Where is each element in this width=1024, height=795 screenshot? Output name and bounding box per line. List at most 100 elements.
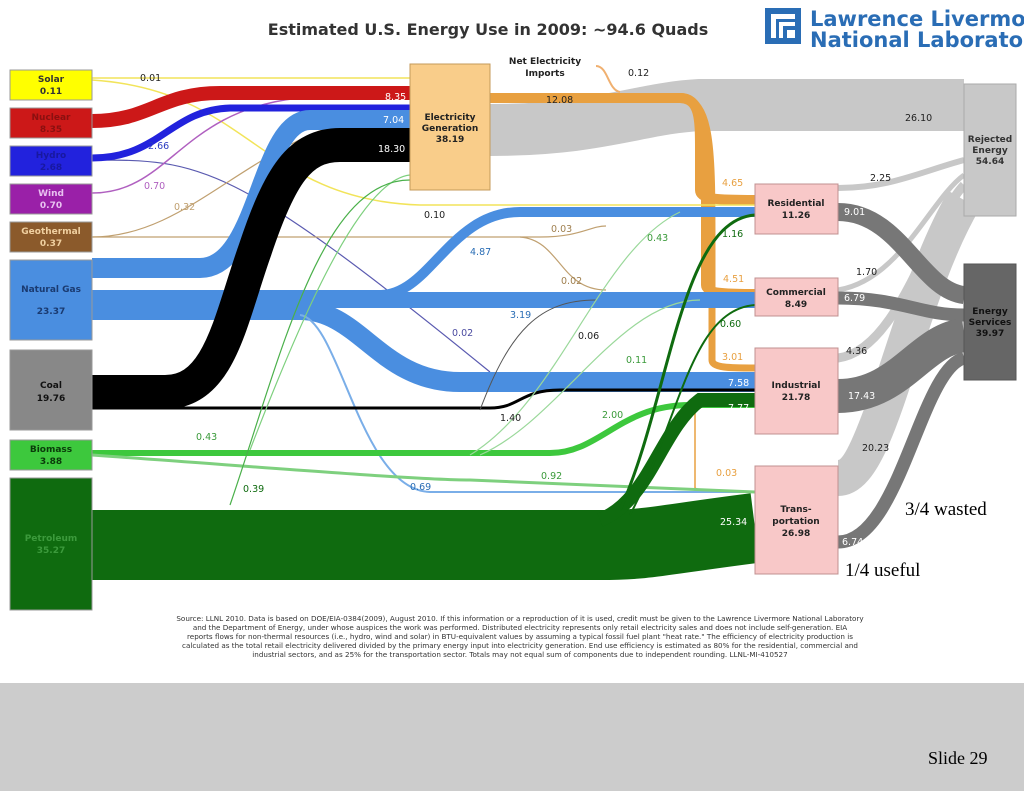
flow-label-geo: 0.32: [174, 202, 195, 213]
flow-label-wind: 0.70: [144, 181, 165, 192]
rejected-label-1: Rejected: [968, 135, 1012, 145]
wind-value: 0.70: [40, 201, 62, 211]
biomass-value: 3.88: [40, 457, 62, 467]
biomass-flows: [91, 174, 756, 494]
flow-label-pet-ind: 7.77: [728, 403, 749, 414]
thin-flows: [91, 77, 755, 373]
transportation-label-1: Trans-: [780, 505, 811, 515]
biomass-label: Biomass: [30, 445, 72, 455]
flow-label-ind-srv: 17.43: [848, 391, 875, 402]
solar-label: Solar: [38, 75, 65, 85]
flow-label-gas-res: 4.87: [470, 247, 491, 258]
llnl-logo: Lawrence Livermore National Laboratory: [765, 7, 1024, 52]
coal-box: [9, 349, 93, 431]
residential-box: [754, 183, 839, 235]
flow-label-coal-elec: 18.30: [378, 144, 405, 155]
commercial-box: [754, 277, 839, 317]
flow-label-geo-com: 0.02: [561, 276, 582, 287]
flow-label-elec-tr: 0.03: [716, 468, 737, 479]
petroleum-flows: [92, 179, 760, 580]
flow-label-coal-ind: 1.40: [500, 413, 521, 424]
flow-label-tr-rej: 20.23: [862, 443, 889, 454]
flow-label-coal-com: 0.06: [578, 331, 599, 342]
transportation-value: 26.98: [782, 529, 810, 539]
residential-label: Residential: [768, 199, 825, 209]
imports-label-2: Imports: [525, 69, 564, 79]
geothermal-label: Geothermal: [21, 227, 80, 237]
transportation-label-2: portation: [772, 517, 819, 527]
flow-labels: 0.01 8.35 7.04 2.66 18.30 0.70 0.32 12.0…: [140, 73, 932, 548]
energy-flow-diagram: Estimated U.S. Energy Use in 2009: ~94.6…: [9, 7, 1024, 659]
coal-flows: [92, 128, 755, 411]
flow-label-geo-res: 0.03: [551, 224, 572, 235]
source-line-5: industrial sectors, and as 25% for the t…: [252, 650, 787, 659]
imports-flow: [595, 65, 621, 93]
hydro-value: 2.68: [40, 163, 62, 173]
source-line-4: calculated as the total retail electrici…: [182, 641, 858, 650]
flow-label-elec-com: 4.51: [723, 274, 744, 285]
flow-label-bio-res: 0.43: [647, 233, 668, 244]
transportation-box: [754, 465, 839, 575]
commercial-label: Commercial: [766, 288, 826, 298]
flow-label-elec-ind: 3.01: [722, 352, 743, 363]
services-value: 39.97: [976, 329, 1004, 339]
solar-box: [9, 69, 93, 101]
electricity-value: 38.19: [436, 135, 464, 145]
industrial-box: [754, 347, 839, 435]
electricity-generation-box: [409, 63, 491, 191]
flow-label-bio-ind: 2.00: [602, 410, 623, 421]
flow-label-elec-res: 4.65: [722, 178, 743, 189]
footer-band: Slide 29: [0, 683, 1024, 791]
flow-label-pet-com: 0.39: [243, 484, 264, 495]
natural-gas-label: Natural Gas: [21, 285, 81, 295]
services-label-1: Energy: [972, 307, 1008, 317]
petroleum-value: 35.27: [37, 546, 65, 556]
flow-label-bio-tr: 0.92: [541, 471, 562, 482]
hydro-box: [9, 145, 93, 177]
flow-label-tr-srv: 6.74: [842, 537, 863, 548]
biomass-box: [9, 439, 93, 471]
industrial-label: Industrial: [772, 381, 821, 391]
services-label-2: Services: [969, 318, 1012, 328]
flow-label-gas-tr: 0.69: [410, 482, 431, 493]
nuclear-label: Nuclear: [32, 113, 72, 123]
flow-label-gas-com: 3.19: [510, 310, 531, 321]
rejected-value: 54.64: [976, 157, 1004, 167]
flow-label-gas-trans: 0.02: [452, 328, 473, 339]
rejected-energy-box: [963, 83, 1017, 217]
coal-value: 19.76: [37, 394, 65, 404]
geothermal-box: [9, 221, 93, 253]
gas-flows: [92, 110, 755, 493]
flow-label-ind-rej: 4.36: [846, 346, 867, 357]
flow-label-solar-res: 0.10: [424, 210, 445, 221]
wind-box: [9, 183, 93, 215]
geothermal-value: 0.37: [40, 239, 62, 249]
flow-label-pet-tr: 25.34: [720, 517, 747, 528]
flow-label-res-srv: 9.01: [844, 207, 865, 218]
logo-line2: National Laboratory: [810, 28, 1024, 52]
imports-label-1: Net Electricity: [509, 57, 581, 67]
source-line-2: and the Department of Energy, under whos…: [193, 623, 847, 632]
hydro-flow: [91, 104, 410, 162]
flow-label-bio-com: 0.11: [626, 355, 647, 366]
imports-value: 0.12: [628, 68, 649, 79]
source-line-3: reports flows for non-thermal resources …: [187, 632, 853, 641]
natural-gas-box: [9, 259, 93, 341]
nuclear-value: 8.35: [40, 125, 62, 135]
wasted-note: 3/4 wasted: [905, 499, 987, 520]
sector-boxes: Residential 11.26 Commercial 8.49 Indust…: [754, 183, 839, 575]
flow-label-hydro-elec: 7.04: [383, 115, 404, 126]
diagram-title: Estimated U.S. Energy Use in 2009: ~94.6…: [268, 20, 708, 39]
solar-value: 0.11: [40, 87, 62, 97]
flow-label-pet-res: 0.43: [196, 432, 217, 443]
flow-label-com-rej: 1.70: [856, 267, 877, 278]
petroleum-label: Petroleum: [25, 534, 78, 544]
source-line-1: Source: LLNL 2010. Data is based on DOE/…: [176, 614, 864, 623]
flow-label-nuclear: 8.35: [385, 92, 406, 103]
flow-label-pet-res2: 1.16: [722, 229, 743, 240]
services-flows: [836, 203, 968, 549]
coal-label: Coal: [40, 381, 62, 391]
industrial-value: 21.78: [782, 393, 810, 403]
source-boxes: Solar 0.11 Nuclear 8.35 Hydro 2.68 Wind …: [9, 69, 93, 611]
natural-gas-value: 23.37: [37, 307, 65, 317]
